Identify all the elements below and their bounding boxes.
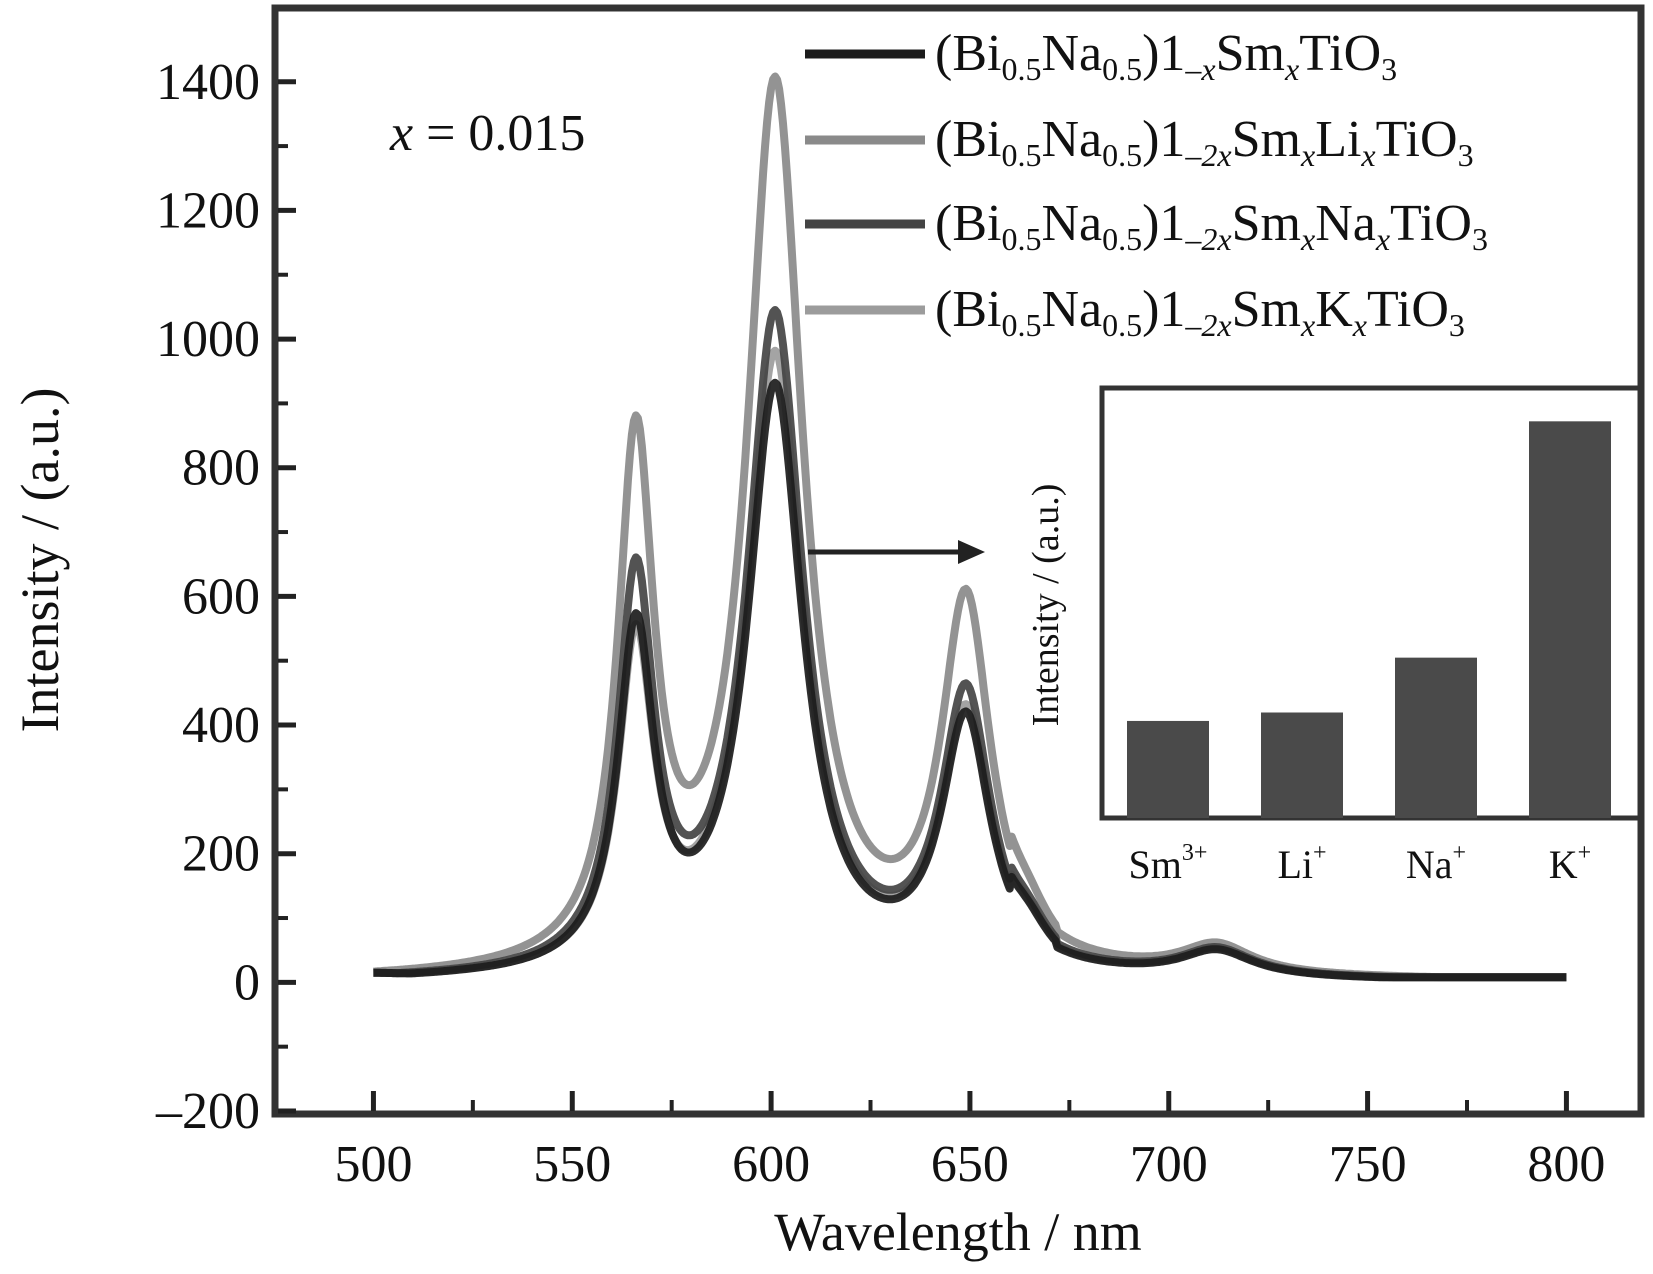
inset-category-label: Sm3+ <box>1129 840 1208 887</box>
inset-bars <box>1127 421 1611 818</box>
y-axis-title: Intensity / (a.u.) <box>10 388 70 733</box>
x-tick-label: 750 <box>1329 1136 1407 1193</box>
x-axis-ticks: 500 550 600 650 700 750 800 <box>334 1091 1605 1193</box>
annotation-variable: x <box>389 105 413 162</box>
legend-label-3: (Bi0.5Na0.5)1–2xSmxNaxTiO3 <box>935 195 1488 257</box>
inset-y-axis-title: Intensity / (a.u.) <box>1025 484 1067 727</box>
legend-label-1: (Bi0.5Na0.5)1–xSmxTiO3 <box>935 25 1397 87</box>
x-tick-label: 700 <box>1130 1136 1208 1193</box>
inset-bar-chart: Sm3+ Li+ Na+ K+ Intensity / (a.u.) <box>1025 385 1643 887</box>
y-tick-label: 800 <box>182 440 260 497</box>
series-line-1 <box>371 378 1569 982</box>
x-tick-label: 650 <box>931 1136 1009 1193</box>
concentration-annotation: x = 0.015 <box>389 105 585 162</box>
pointer-arrow <box>808 540 985 564</box>
x-tick-label: 500 <box>334 1136 412 1193</box>
legend-label-4: (Bi0.5Na0.5)1–2xSmxKxTiO3 <box>935 281 1465 343</box>
annotation-value: = 0.015 <box>413 105 585 162</box>
y-tick-label: 400 <box>182 697 260 754</box>
inset-category-label: Na+ <box>1406 840 1466 887</box>
x-axis-title: Wavelength / nm <box>774 1202 1142 1262</box>
x-tick-label: 600 <box>732 1136 810 1193</box>
y-tick-label: 1200 <box>156 182 260 239</box>
inset-bar-2 <box>1261 712 1343 818</box>
y-tick-label: 600 <box>182 568 260 625</box>
y-tick-label: 1000 <box>156 311 260 368</box>
legend: (Bi0.5Na0.5)1–xSmxTiO3 (Bi0.5Na0.5)1–2xS… <box>805 25 1488 343</box>
x-tick-label: 800 <box>1527 1136 1605 1193</box>
inset-bar-1 <box>1127 720 1209 818</box>
inset-category-label: Li+ <box>1277 840 1326 887</box>
inset-bar-3 <box>1395 657 1477 818</box>
y-tick-label: 1400 <box>156 54 260 111</box>
y-tick-label: 200 <box>182 826 260 883</box>
series-layer <box>371 72 1569 982</box>
y-tick-label: 0 <box>234 954 260 1011</box>
inset-category-labels: Sm3+ Li+ Na+ K+ <box>1129 840 1592 887</box>
x-tick-label: 550 <box>533 1136 611 1193</box>
inset-bar-4 <box>1529 421 1611 818</box>
inset-category-label: K+ <box>1549 840 1591 887</box>
y-axis-ticks: –200 0 200 400 600 800 1000 1200 1400 <box>155 54 296 1140</box>
legend-label-2: (Bi0.5Na0.5)1–2xSmxLixTiO3 <box>935 111 1474 173</box>
y-tick-label: –200 <box>155 1083 260 1140</box>
